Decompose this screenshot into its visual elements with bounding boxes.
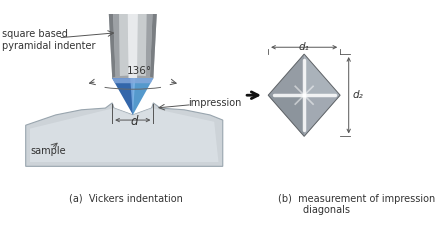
Polygon shape	[146, 14, 153, 78]
Text: (b)  measurement of impression
        diagonals: (b) measurement of impression diagonals	[279, 194, 436, 215]
Text: (a)  Vickers indentation: (a) Vickers indentation	[69, 194, 183, 204]
Polygon shape	[133, 78, 154, 115]
Text: sample: sample	[30, 146, 65, 156]
Polygon shape	[109, 14, 116, 78]
Polygon shape	[113, 14, 120, 78]
Text: d: d	[131, 115, 138, 128]
Polygon shape	[30, 108, 218, 162]
Text: 136°: 136°	[127, 66, 152, 76]
Polygon shape	[268, 54, 340, 95]
Polygon shape	[268, 95, 340, 136]
Polygon shape	[112, 78, 154, 83]
Polygon shape	[112, 78, 133, 115]
Text: d₁: d₁	[299, 42, 310, 52]
Polygon shape	[304, 54, 340, 136]
Text: square based
pyramidal indenter: square based pyramidal indenter	[2, 29, 95, 51]
Polygon shape	[26, 103, 223, 166]
Polygon shape	[150, 14, 157, 78]
Polygon shape	[119, 14, 129, 78]
Text: impression: impression	[189, 98, 242, 108]
Polygon shape	[130, 78, 135, 115]
Polygon shape	[268, 54, 304, 136]
Polygon shape	[137, 14, 146, 78]
Text: d₂: d₂	[353, 90, 364, 100]
Ellipse shape	[112, 76, 154, 81]
Polygon shape	[109, 14, 157, 78]
Polygon shape	[128, 14, 138, 78]
